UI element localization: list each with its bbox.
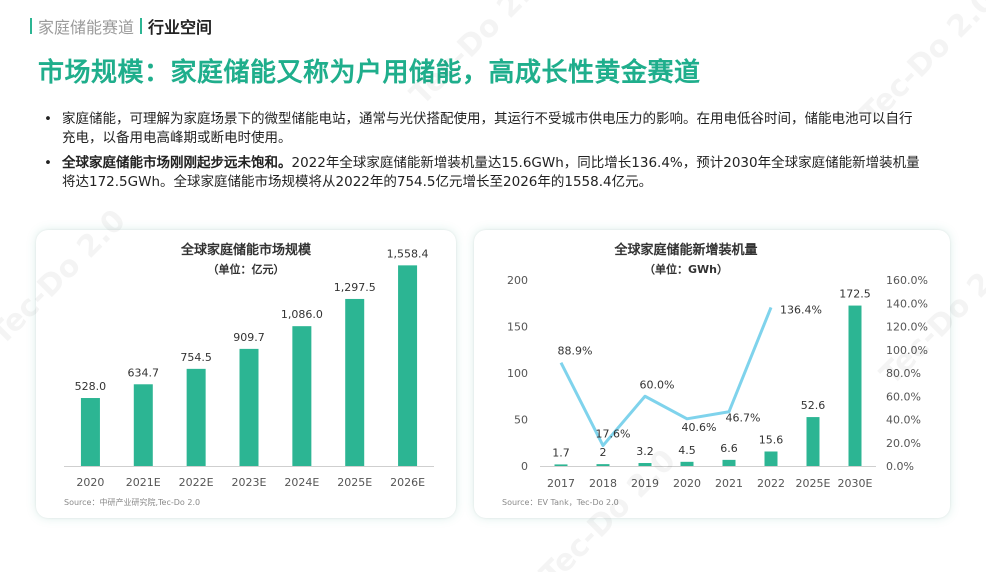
x-tick-label: 2025E [337, 476, 372, 489]
bar [398, 265, 418, 466]
bar-value-label: 1,086.0 [281, 308, 323, 321]
bar-value-label: 3.2 [636, 445, 654, 458]
bullet-text: 2022年全球家庭储能新增装机量达15.6GWh，同比增长136.4%，预计20… [62, 155, 920, 190]
growth-rate-label: 17.6% [596, 428, 631, 441]
chart-subtitle: （单位：GWh） [644, 262, 728, 276]
x-tick-label: 2020 [673, 477, 701, 490]
installed-capacity-chart-card: 全球家庭储能新增装机量 （单位：GWh） 0 50 100 150 200 0.0% 20.0%… [474, 230, 950, 518]
installed-capacity-chart: 全球家庭储能新增装机量 （单位：GWh） 0 50 100 150 200 0.0% 20.0%… [507, 242, 928, 490]
bar [764, 451, 778, 466]
y2-tick-label: 40.0% [886, 414, 921, 427]
x-tick-label: 2023E [232, 476, 267, 489]
y-tick-label: 200 [507, 274, 528, 287]
bar-value-label: 528.0 [75, 380, 107, 393]
bar-value-label: 909.7 [233, 331, 265, 344]
x-tick-label: 2021 [715, 477, 743, 490]
y-tick-label: 150 [507, 321, 528, 334]
bar-value-label: 1,297.5 [334, 281, 376, 294]
breadcrumb-section: 家庭储能赛道 [38, 18, 135, 37]
market-size-chart-card: 全球家庭储能市场规模 （单位：亿元） 528.0 2020 634.7 2021E 754.… [36, 230, 456, 518]
bullet-list: 家庭储能，可理解为家庭场景下的微型储能电站，通常与光伏搭配使用，其运行不受城市供… [44, 110, 924, 198]
chart-subtitle: （单位：亿元） [208, 262, 285, 276]
bullet-text: 家庭储能，可理解为家庭场景下的微型储能电站，通常与光伏搭配使用，其运行不受城市供… [62, 111, 913, 146]
y2-tick-label: 100.0% [886, 344, 928, 357]
x-tick-label: 2030E [838, 477, 873, 490]
x-tick-label: 2019 [631, 477, 659, 490]
x-tick-label: 2022 [757, 477, 785, 490]
growth-rate-label: 40.6% [682, 421, 717, 434]
y2-tick-label: 80.0% [886, 367, 921, 380]
bar [133, 384, 153, 466]
bar [80, 398, 100, 466]
bar [722, 459, 736, 466]
bar [806, 417, 820, 466]
growth-rate-label: 60.0% [640, 378, 675, 391]
breadcrumb-bar [30, 18, 32, 34]
bar-value-label: 1,558.4 [387, 247, 429, 260]
y2-tick-label: 140.0% [886, 297, 928, 310]
x-tick-label: 2017 [547, 477, 575, 490]
bar-value-label: 52.6 [801, 399, 826, 412]
bar [680, 461, 694, 466]
bar [239, 348, 259, 466]
growth-rate-label: 136.4% [780, 303, 822, 316]
bar-value-label: 634.7 [128, 366, 160, 379]
y2-tick-label: 160.0% [886, 274, 928, 287]
chart-source: Source：中研产业研究院,Tec-Do 2.0 [64, 498, 201, 507]
bar [292, 326, 312, 466]
bullet-strong: 全球家庭储能市场刚刚起步远未饱和。 [62, 155, 292, 171]
bar-value-label: 754.5 [180, 351, 212, 364]
x-tick-label: 2018 [589, 477, 617, 490]
bar-value-label: 15.6 [759, 433, 784, 446]
bar-value-label: 2 [600, 446, 607, 459]
bullet-item: 全球家庭储能市场刚刚起步远未饱和。2022年全球家庭储能新增装机量达15.6GW… [44, 154, 924, 192]
x-tick-label: 2021E [126, 476, 161, 489]
breadcrumb-current: 行业空间 [148, 18, 213, 37]
breadcrumb: 家庭储能赛道 行业空间 [30, 14, 212, 38]
page-title: 市场规模：家庭储能又称为户用储能，高成长性黄金赛道 [38, 58, 701, 88]
growth-rate-line [559, 306, 773, 448]
bullet-item: 家庭储能，可理解为家庭场景下的微型储能电站，通常与光伏搭配使用，其运行不受城市供… [44, 110, 924, 148]
market-size-chart: 全球家庭储能市场规模 （单位：亿元） 528.0 2020 634.7 2021E 754.… [64, 242, 434, 489]
x-tick-label: 2020 [76, 476, 104, 489]
y2-tick-label: 0.0% [886, 460, 914, 473]
bar-value-label: 1.7 [552, 446, 570, 459]
chart-source: Source：EV Tank，Tec-Do 2.0 [502, 498, 619, 507]
bar [638, 463, 652, 466]
bar [554, 464, 568, 466]
chart-title: 全球家庭储能市场规模 [180, 242, 312, 258]
x-tick-label: 2025E [796, 477, 831, 490]
chart-title: 全球家庭储能新增装机量 [613, 242, 757, 258]
breadcrumb-divider [140, 18, 143, 34]
bar [848, 305, 862, 466]
x-tick-label: 2026E [390, 476, 425, 489]
x-tick-label: 2022E [179, 476, 214, 489]
bar [186, 368, 206, 466]
y-tick-label: 50 [514, 414, 528, 427]
y2-tick-label: 20.0% [886, 437, 921, 450]
y-tick-label: 100 [507, 367, 528, 380]
growth-rate-label: 46.7% [726, 412, 761, 425]
growth-rate-label: 88.9% [558, 345, 593, 358]
bar-value-label: 172.5 [839, 288, 871, 301]
bar [596, 464, 610, 466]
y2-tick-label: 60.0% [886, 390, 921, 403]
y2-tick-label: 120.0% [886, 321, 928, 334]
y-tick-label: 0 [521, 460, 528, 473]
bar [345, 298, 365, 466]
bar-value-label: 6.6 [720, 442, 738, 455]
bar-value-label: 4.5 [678, 444, 696, 457]
x-tick-label: 2024E [284, 476, 319, 489]
